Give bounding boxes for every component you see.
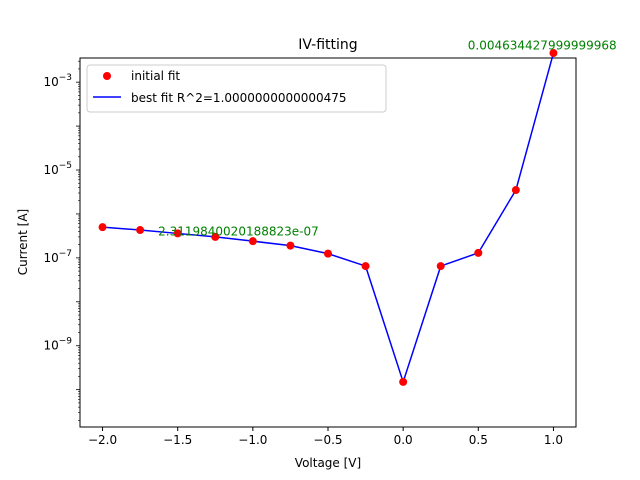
y-tick-label-exponent: −5 xyxy=(59,161,72,171)
x-tick-label: 0.5 xyxy=(469,433,488,447)
initial-fit-point xyxy=(248,237,257,246)
legend: initial fit best fit R^2=1.0000000000000… xyxy=(86,64,387,113)
initial-fit-point xyxy=(286,241,295,250)
annotation-layer: 2.3119840020188823e-07 0.0046344279999999… xyxy=(158,38,616,238)
legend-label-initial-fit: initial fit xyxy=(131,69,180,83)
initial-fit-point xyxy=(173,229,182,238)
fit-value-annotation: 2.3119840020188823e-07 xyxy=(158,225,319,239)
y-axis-label: Current [A] xyxy=(16,209,30,275)
initial-fit-point xyxy=(98,223,107,232)
x-tick-label: −1.0 xyxy=(238,433,267,447)
x-tick-label: −1.5 xyxy=(163,433,192,447)
series-layer xyxy=(98,49,558,386)
initial-fit-point xyxy=(474,248,483,257)
initial-fit-point xyxy=(399,377,408,386)
x-tick-label: −0.5 xyxy=(313,433,342,447)
initial-fit-point xyxy=(211,232,220,241)
initial-fit-point xyxy=(549,49,558,58)
y-tick-label-exponent: −9 xyxy=(59,337,73,347)
chart-title: IV-fitting xyxy=(298,37,357,53)
initial-fit-point xyxy=(324,249,332,258)
x-axis-label: Voltage [V] xyxy=(295,456,361,470)
legend-marker-initial-fit xyxy=(103,72,111,80)
x-tick-label: −2.0 xyxy=(88,433,117,447)
x-tick-label: 1.0 xyxy=(544,433,563,447)
y-tick-label-exponent: −3 xyxy=(59,73,72,83)
fit-value-annotation: 0.004634427999999968 xyxy=(468,38,617,52)
legend-label-best-fit: best fit R^2=1.0000000000000475 xyxy=(131,91,347,105)
y-tick-label-exponent: −7 xyxy=(59,249,72,259)
legend-box xyxy=(86,64,387,113)
x-tick-label: 0.0 xyxy=(394,433,413,447)
initial-fit-point xyxy=(436,262,445,271)
initial-fit-point xyxy=(511,186,520,195)
x-axis: −2.0 −1.5 −1.0 −0.5 0.0 0.5 1.0 xyxy=(88,427,563,447)
initial-fit-point xyxy=(136,226,145,235)
initial-fit-point xyxy=(361,262,370,271)
